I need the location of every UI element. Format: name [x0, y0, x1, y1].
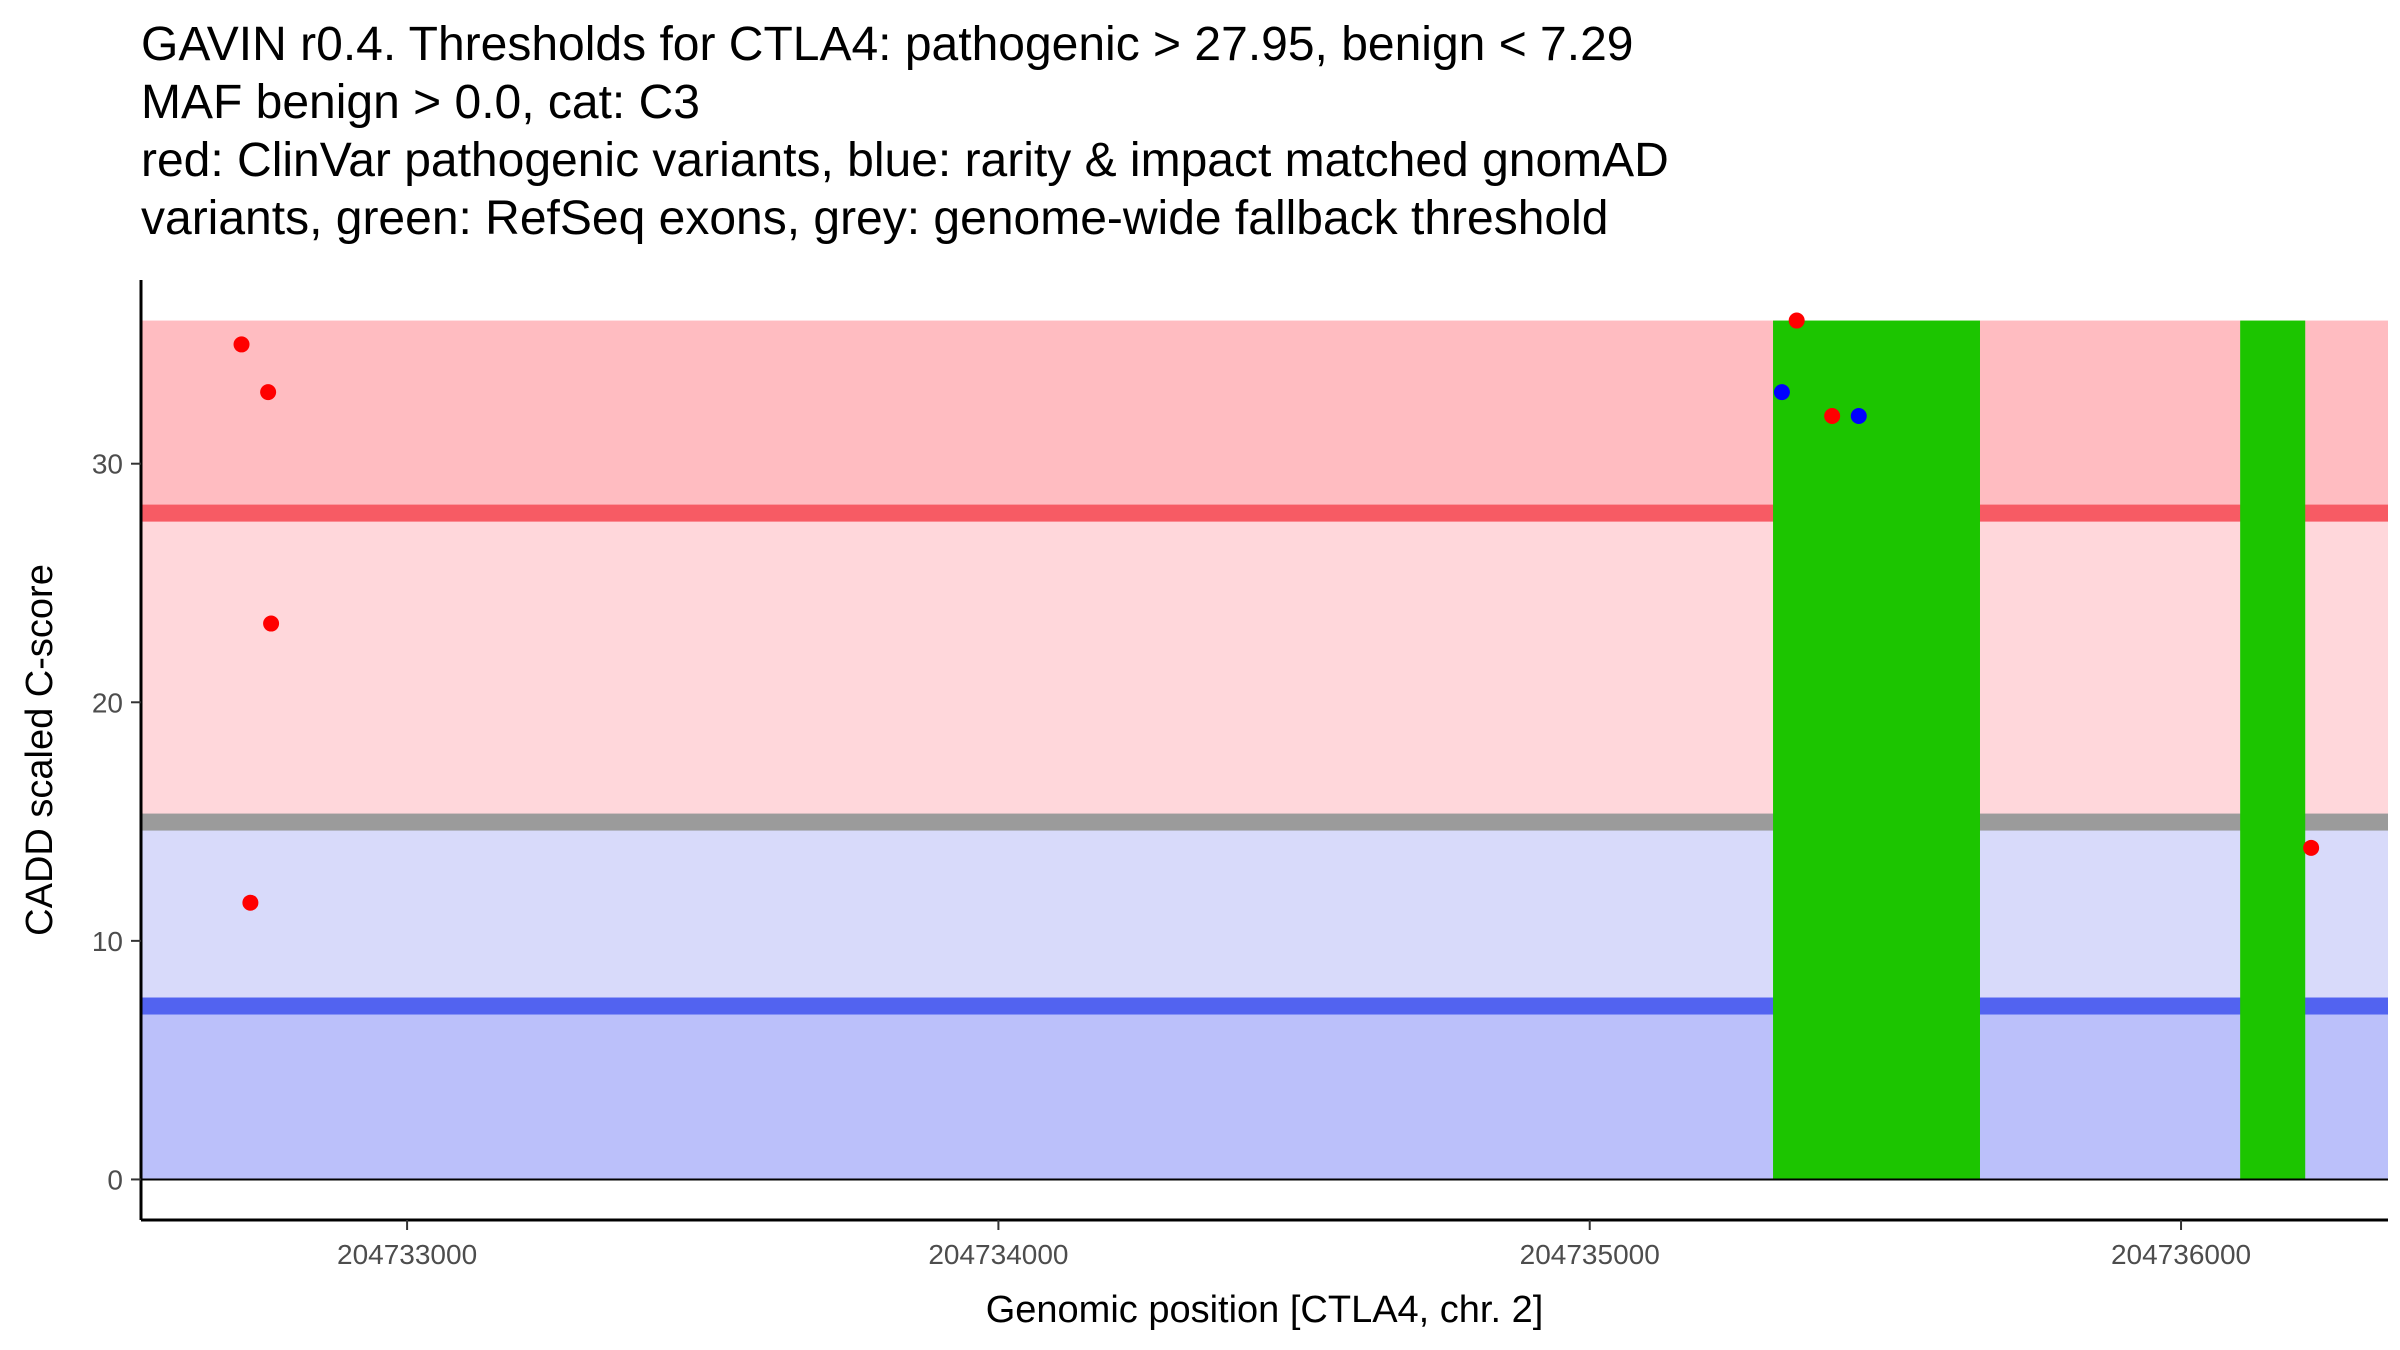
pathogenic-threshold: [141, 504, 2388, 522]
clinvar-point-7: [2303, 839, 2320, 856]
y-tick-label-10: 10: [92, 926, 123, 957]
clinvar-point-4: [242, 894, 259, 911]
threshold-bands: [141, 320, 2388, 1180]
exon-regions: [1773, 320, 2306, 1180]
title-line-4: variants, green: RefSeq exons, grey: gen…: [141, 192, 1609, 245]
clinvar-point-6: [1824, 407, 1841, 424]
x-axis-title: Genomic position [CTLA4, chr. 2]: [986, 1289, 1544, 1331]
fallback-pathogenic-zone: [141, 512, 2388, 822]
x-tick-label-204733000: 204733000: [337, 1239, 477, 1270]
title-line-2: MAF benign > 0.0, cat: C3: [141, 76, 700, 129]
exon-2: [2240, 320, 2306, 1180]
y-tick-label-20: 20: [92, 687, 123, 718]
clinvar-point-1: [233, 336, 250, 353]
axes: [139, 280, 2388, 1222]
y-axis-title: CADD scaled C-score: [19, 564, 61, 936]
variant-points: [233, 312, 2320, 911]
gnomad-point-1: [1773, 384, 1790, 401]
benign-threshold: [141, 997, 2388, 1015]
fallback-benign-zone: [141, 821, 2388, 1006]
exon-1: [1773, 320, 1980, 1180]
axis-ticks: 0 10 20 30 204733000 204734000 204735000 204736…: [92, 449, 2251, 1270]
chart-title: GAVIN r0.4. Thresholds for CTLA4: pathog…: [141, 16, 1669, 248]
y-tick-label-30: 30: [92, 449, 123, 480]
clinvar-point-5: [1788, 312, 1805, 329]
clinvar-point-2: [260, 384, 277, 401]
x-tick-label-204736000: 204736000: [2111, 1239, 2251, 1270]
benign-zone: [141, 1005, 2388, 1180]
clinvar-point-3: [263, 615, 280, 632]
fallback-threshold: [141, 813, 2388, 831]
y-tick-label-0: 0: [107, 1164, 123, 1195]
x-tick-label-204735000: 204735000: [1520, 1239, 1660, 1270]
title-line-3: red: ClinVar pathogenic variants, blue: …: [141, 134, 1669, 187]
title-line-1: GAVIN r0.4. Thresholds for CTLA4: pathog…: [141, 18, 1634, 71]
gnomad-point-2: [1850, 407, 1867, 424]
x-tick-label-204734000: 204734000: [928, 1239, 1068, 1270]
pathogenic-zone: [141, 320, 2388, 513]
